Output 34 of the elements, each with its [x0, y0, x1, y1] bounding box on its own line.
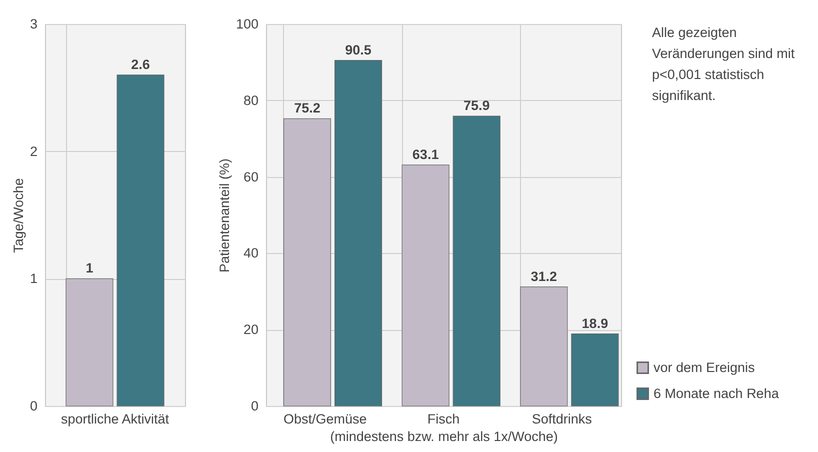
y-tick-label: 100 [236, 16, 258, 32]
bar [283, 118, 332, 406]
data-label: 75.9 [463, 98, 490, 114]
x-tick-label: Softdrinks [532, 412, 592, 426]
y-tick-label: 80 [243, 92, 258, 108]
x-tick-label: Fisch [427, 412, 460, 426]
y-tick-label: 20 [243, 322, 258, 338]
legend-label: 6 Monate nach Reha [654, 386, 780, 401]
y-axis-title: Patientenanteil (%) [216, 158, 232, 273]
data-label: 75.2 [294, 100, 320, 116]
data-label: 1 [86, 260, 94, 276]
y-tick-label: 2 [30, 144, 38, 159]
data-label: 90.5 [345, 42, 372, 58]
x-tick-label: Obst/Gemüse [284, 412, 367, 426]
y-tick-label: 60 [243, 169, 258, 184]
y-tick-label: 40 [243, 246, 258, 261]
y-axis-title: Tage/Woche [10, 178, 26, 253]
y-tick-label: 0 [30, 398, 38, 414]
y-tick-label: 0 [250, 398, 258, 414]
data-label: 2.6 [131, 56, 150, 72]
y-tick-label: 1 [30, 271, 38, 286]
y-tick-label: 3 [30, 16, 38, 32]
text: Alle gezeigten Veränderungen sind mit p<0,001 statistisch signifikant. [652, 24, 796, 105]
data-label: 18.9 [582, 316, 608, 331]
data-label: 63.1 [412, 146, 440, 162]
data-label: 31.2 [530, 268, 558, 284]
bar [571, 334, 619, 406]
legend-label: vor dem Ereignis [654, 360, 756, 375]
bar [452, 116, 500, 406]
bar [334, 60, 382, 406]
x-tick-label: sportliche Aktivität [60, 412, 170, 426]
bar [402, 164, 450, 406]
bar [520, 286, 568, 406]
x-axis-title: (mindestens bzw. mehr als 1x/Woche) [330, 429, 558, 444]
